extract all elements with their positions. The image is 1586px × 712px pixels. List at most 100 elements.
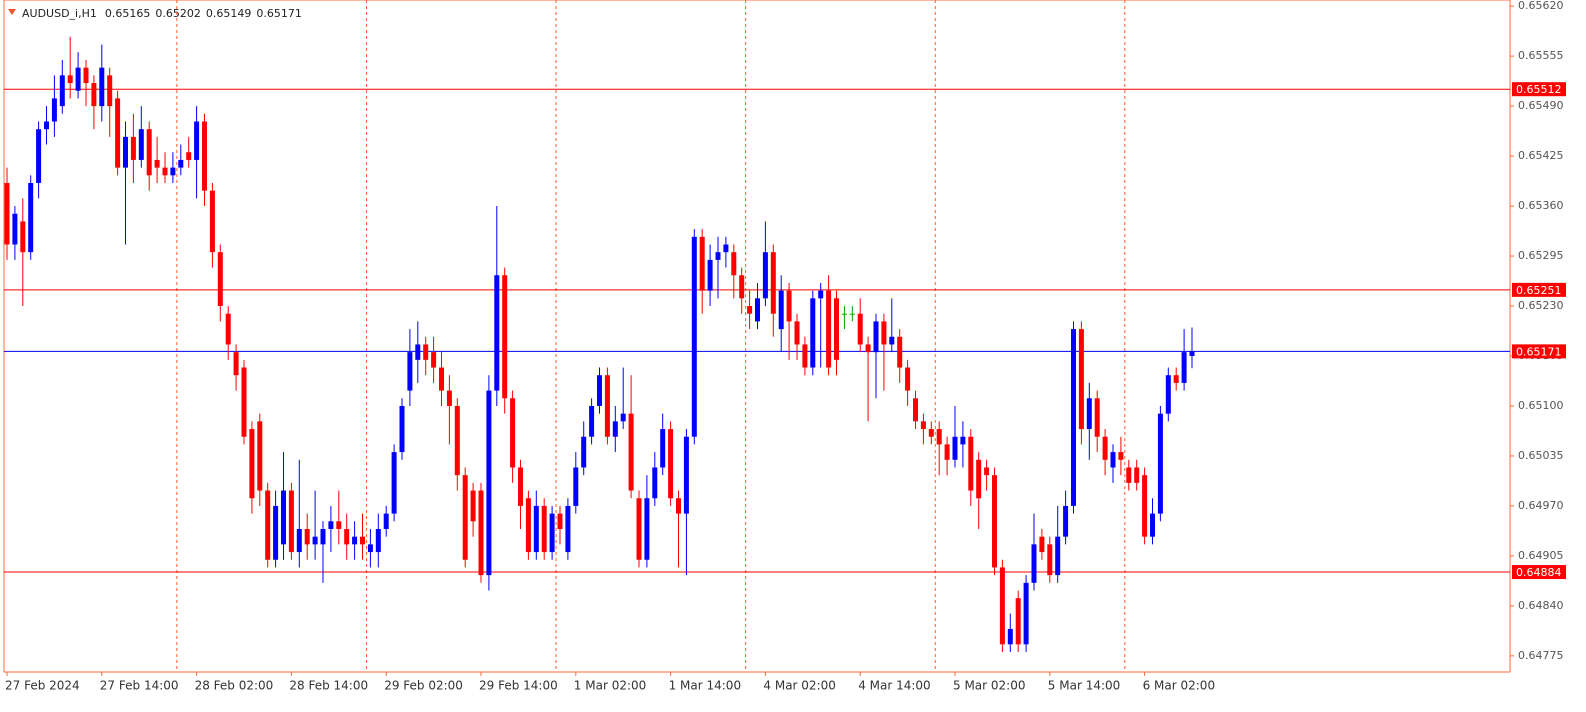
candle-body (328, 521, 334, 529)
candle-body (1181, 352, 1187, 383)
candle-body (28, 182, 34, 253)
candle-body (4, 182, 10, 245)
candle-body (1015, 598, 1021, 645)
candle-body (881, 321, 887, 345)
candle-body (841, 313, 847, 315)
candle-body (762, 252, 768, 299)
candle-body (533, 505, 539, 553)
candle-body (652, 467, 658, 499)
candle-body (1142, 475, 1148, 537)
x-tick-label: 29 Feb 02:00 (384, 679, 463, 693)
candle-body (1110, 452, 1116, 468)
candle-body (897, 336, 903, 368)
candle-body (99, 67, 105, 107)
candle-body (865, 344, 871, 353)
candle-body (146, 129, 152, 176)
candle-body (399, 405, 405, 453)
candle-body (130, 136, 136, 160)
candle-body (454, 405, 460, 476)
candle-body (802, 344, 808, 368)
candle-body (691, 236, 697, 437)
candle-body (1023, 582, 1029, 645)
x-tick-label: 28 Feb 14:00 (289, 679, 368, 693)
candle-body (1063, 505, 1069, 537)
y-tick-label: 0.65360 (1518, 199, 1564, 212)
candle-body (273, 505, 279, 560)
candle-body (1055, 536, 1061, 576)
candle-body (510, 398, 516, 468)
y-tick-label: 0.65620 (1518, 0, 1564, 12)
candle-body (249, 429, 255, 499)
candle-body (107, 75, 113, 107)
menu-triangle (8, 9, 16, 15)
candle-body (486, 390, 492, 576)
candle-body (992, 475, 997, 568)
candle-body (834, 298, 839, 360)
candle-body (597, 375, 602, 406)
candle-body (668, 429, 674, 499)
candle-body (770, 252, 776, 314)
candle-body (676, 498, 681, 514)
candle-body (391, 452, 397, 514)
candle-body (12, 213, 18, 245)
candle-body (1102, 436, 1108, 460)
candle-body (1157, 413, 1163, 514)
x-tick-label: 5 Mar 14:00 (1048, 679, 1121, 693)
candle-body (549, 513, 555, 553)
candle-body (415, 344, 421, 360)
candle-body (439, 367, 444, 391)
x-tick-label: 1 Mar 14:00 (669, 679, 742, 693)
candle-body (1094, 398, 1100, 437)
candle-body (202, 121, 207, 191)
candle-body (1165, 375, 1171, 414)
candle-body (612, 421, 618, 437)
candle-body (494, 275, 500, 391)
candle-body (739, 275, 745, 299)
candle-body (794, 321, 800, 345)
candle-body (889, 336, 895, 345)
candle-body (683, 436, 689, 514)
candle-body (320, 528, 326, 545)
candle-body (154, 159, 160, 168)
candle-body (241, 367, 247, 437)
y-tick-label: 0.65555 (1518, 49, 1564, 62)
candle-body (952, 436, 958, 460)
candle-body (778, 290, 784, 330)
candle-body (604, 375, 610, 437)
candle-body (446, 390, 452, 406)
candle-body (1189, 351, 1195, 356)
x-tick-label: 28 Feb 02:00 (195, 679, 274, 693)
candle-body (296, 528, 302, 553)
price-level-box (1512, 344, 1566, 359)
candle-body (281, 490, 286, 545)
candle-body (636, 498, 642, 560)
price-level-label: 0.64884 (1516, 566, 1562, 579)
candle-body (59, 75, 65, 107)
candle-body (620, 413, 626, 422)
candle-body (194, 121, 200, 160)
candle-body (138, 129, 144, 160)
candle-body (747, 306, 753, 314)
candle-body (920, 421, 926, 430)
y-tick-label: 0.65230 (1518, 299, 1564, 312)
candle-body (470, 490, 476, 522)
candle-body (209, 190, 215, 253)
candle-body (518, 467, 523, 506)
candle-body (1150, 513, 1155, 537)
candle-body (67, 75, 73, 84)
candle-body (83, 67, 89, 84)
candle-body (75, 67, 81, 91)
candle-body (810, 298, 816, 368)
y-tick-label: 0.64970 (1518, 499, 1564, 512)
candle-body (123, 136, 128, 168)
candle-body (1007, 628, 1013, 645)
candle-body (502, 275, 508, 399)
candle-body (20, 221, 26, 253)
candle-body (233, 352, 239, 376)
candle-body (265, 490, 271, 560)
candle-body (715, 252, 721, 260)
candle-body (1047, 544, 1053, 576)
x-tick-label: 4 Mar 02:00 (763, 679, 836, 693)
candle-body (1031, 544, 1037, 583)
